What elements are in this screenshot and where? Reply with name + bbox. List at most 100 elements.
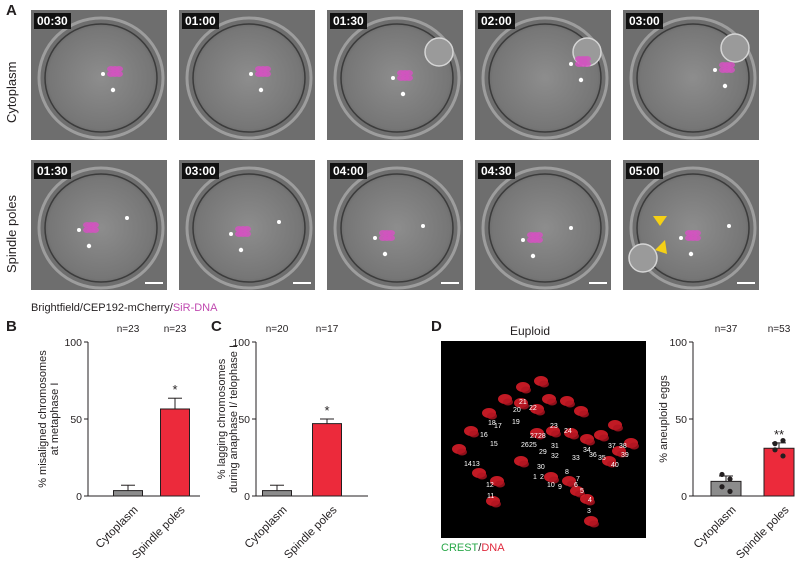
chromosome-number-label: 39 (621, 452, 629, 459)
category-label: Cytoplasm (94, 504, 141, 551)
bar-0 (113, 490, 143, 497)
y-tick-label: 50 (238, 414, 250, 426)
panel-letter-b: B (6, 318, 17, 335)
panel-letter-d: D (431, 318, 442, 335)
frame-timestamp: 04:30 (478, 163, 515, 179)
chromosome-number-label: 24 (564, 428, 572, 435)
chromosome-number-label: 37 (608, 443, 616, 450)
time-lapse-frame: 05:00 (623, 160, 759, 290)
significance-marker: * (172, 382, 177, 397)
chromosome-number-label: 4 (588, 497, 592, 504)
chromosome-number-label: 33 (572, 455, 580, 462)
chromosome-number-label: 20 (513, 407, 521, 414)
chromosome-number-label: 23 (550, 423, 558, 430)
bar-1 (160, 408, 190, 497)
bar-1 (763, 447, 795, 497)
time-lapse-frame: 04:00 (327, 160, 463, 290)
chromosome-number-label: 36 (589, 452, 597, 459)
n-label: n=37 (715, 324, 738, 335)
significance-marker: ** (774, 427, 784, 442)
y-axis-label: % misaligned chromosomes (37, 350, 49, 488)
chromosome-number-label: 11 (487, 493, 495, 500)
chromosome-spread-image (452, 376, 639, 528)
chromosome-number-label: 1 (533, 474, 537, 481)
bar-0 (710, 480, 742, 497)
frame-timestamp: 01:30 (34, 163, 71, 179)
frame-timestamp: 00:30 (34, 13, 71, 29)
frame-timestamp: 01:00 (182, 13, 219, 29)
category-label: Cytoplasm (692, 504, 739, 551)
category-label: Cytoplasm (243, 504, 290, 551)
data-point (719, 484, 725, 490)
y-tick-label: 0 (681, 491, 687, 503)
y-tick-label: 50 (70, 414, 82, 426)
chromosome-number-label: 27 (530, 433, 538, 440)
chromosome-number-label: 16 (480, 432, 488, 439)
time-lapse-frame: 02:00 (475, 10, 611, 140)
euploid-chromosome-spread: 1 2 3 4 5 6 7 8 9 10 11 12 13 14 15 16 17 18 19 20 21 22 23 24 2… (441, 341, 646, 538)
y-tick-label: 100 (232, 337, 250, 349)
chromosome-number-label: 28 (538, 433, 546, 440)
chromosome-number-label: 22 (529, 405, 537, 412)
chromosome-number-label: 13 (472, 461, 480, 468)
panel-letter-c: C (211, 318, 222, 335)
chromosome-number-label: 15 (490, 441, 498, 448)
chromosome-number-label: 21 (519, 399, 527, 406)
data-point (719, 471, 725, 478)
chromosome-number-label: 9 (558, 484, 562, 491)
chart-svg: 0 50 100 n=20 Cytoplasm n=17 * Spindle poles % l… (216, 324, 368, 561)
chromosome-number-label: 17 (494, 423, 502, 430)
chromosome-number-label: 38 (619, 443, 627, 450)
row-label-spindle-poles: Spindle poles (4, 194, 19, 273)
frame-timestamp: 03:00 (626, 13, 663, 29)
chromosome-number-label: 19 (512, 419, 520, 426)
euploid-title: Euploid (510, 324, 551, 338)
time-lapse-frame: 00:30 (31, 10, 167, 140)
y-axis-label: during anaphase I/ telophase I (228, 345, 240, 493)
chromosome-number-label: 32 (551, 453, 559, 460)
time-lapse-frame: 01:30 (31, 160, 167, 290)
data-point (780, 453, 786, 459)
chart-d: 0 50 100 n=37 Cytoplasm n=53 ** Spindle poles % … (650, 320, 800, 566)
data-point (727, 476, 733, 482)
panel-letter-a: A (6, 2, 17, 19)
chromosome-number-label: 40 (611, 462, 619, 469)
time-lapse-frame: 01:30 (327, 10, 463, 140)
data-point (780, 437, 786, 444)
n-label: n=23 (117, 324, 140, 335)
chromosome-number-label: 7 (576, 476, 580, 483)
y-axis-label: at metaphase I (49, 383, 61, 456)
chromosome-number-label: 14 (464, 461, 472, 468)
chromosome-number-label: 12 (486, 482, 494, 489)
chromosome-number-label: 8 (565, 469, 569, 476)
category-label: Spindle poles (282, 504, 339, 561)
chromosome-number-label: 5 (580, 488, 584, 495)
stain-caption-dna: DNA (481, 542, 505, 554)
data-point (772, 441, 778, 447)
frame-timestamp: 05:00 (626, 163, 663, 179)
y-axis-label: % aneuploid eggs (658, 375, 670, 463)
chromosome-number-label: 26 (521, 442, 529, 449)
stain-caption-a: Brightfield/CEP192-mCherry/SiR-DNA (31, 302, 217, 314)
time-lapse-frame: 04:30 (475, 160, 611, 290)
chromosome-number-label: 18 (488, 420, 496, 427)
stain-caption-sir-dna: SiR-DNA (172, 302, 218, 314)
chromosome-number-label: 10 (547, 482, 555, 489)
stain-caption-sep: / (478, 542, 482, 554)
chart-svg: 0 50 100 n=37 Cytoplasm n=53 ** Spindle poles % … (658, 324, 795, 561)
chromosome-number-label: 25 (529, 442, 537, 449)
row-label-cytoplasm: Cytoplasm (4, 61, 19, 123)
y-tick-label: 100 (64, 337, 82, 349)
data-point (772, 447, 778, 453)
n-label: n=53 (768, 324, 791, 335)
chromosome-number-label: 29 (539, 449, 547, 456)
bar-1 (312, 423, 342, 497)
chromosome-number-label: 34 (583, 447, 591, 454)
y-tick-label: 100 (669, 337, 687, 349)
stain-caption-d: CREST/DNA (441, 542, 505, 554)
stain-caption-brightfield: Brightfield/CEP192-mCherry/ (31, 302, 173, 314)
y-tick-label: 0 (76, 491, 82, 503)
time-lapse-frame: 03:00 (623, 10, 759, 140)
y-tick-label: 50 (675, 414, 687, 426)
